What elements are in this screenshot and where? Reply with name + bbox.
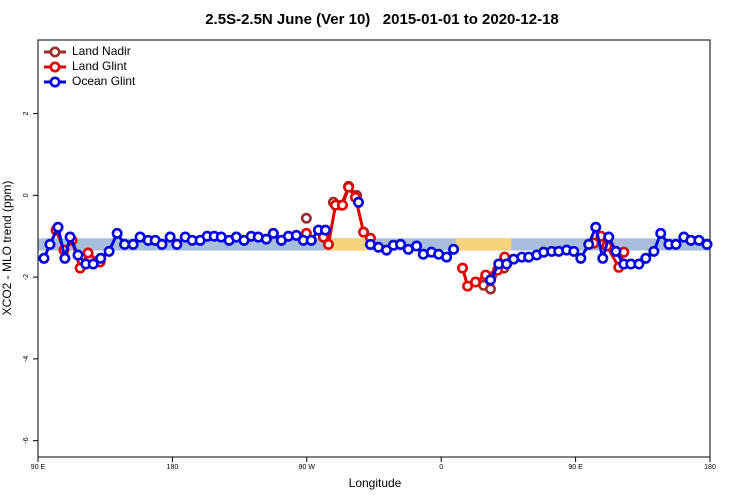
data-point [610,245,622,257]
legend-label: Land Nadir [72,44,131,58]
data-point [72,249,84,261]
data-point [164,231,176,243]
chart-title: 2.5S-2.5N June (Ver 10) 2015-01-01 to 20… [205,11,559,28]
data-point [633,258,645,270]
data-point [322,238,334,250]
data-point [462,280,474,292]
data-point [44,238,56,250]
data-point [457,262,469,274]
data-point [111,227,123,239]
data-point [352,196,364,208]
data-point [441,251,453,263]
data-point [119,238,131,250]
data-point [448,243,460,255]
x-axis-label: Longitude [349,476,402,490]
y-tick-label: 0 [23,193,30,197]
legend-marker [49,61,61,73]
data-point [267,227,279,239]
data-point [484,274,496,286]
legend-marker [49,46,61,58]
legend-label: Ocean Glint [72,74,136,88]
data-point [358,226,370,238]
data-point [59,252,71,264]
data-point [260,233,272,245]
x-tick-label: 180 [704,464,716,471]
legend-marker [49,76,61,88]
data-point [701,238,713,250]
data-point [583,238,595,250]
data-point [336,199,348,211]
data-point [171,238,183,250]
data-point [693,234,705,246]
y-axis-label: XCO2 - MLO trend (ppm) [0,181,14,316]
data-point [103,245,115,257]
data-point [411,240,423,252]
data-point [95,252,107,264]
data-point [38,252,50,264]
data-point [655,227,667,239]
x-tick-label: 90 W [299,464,316,471]
data-point [484,283,496,295]
land-band [324,238,372,251]
data-point [470,276,482,288]
data-point [82,247,94,259]
y-tick-label: -4 [23,356,30,362]
data-point [156,238,168,250]
data-point [603,231,615,243]
x-tick-label: 90 E [31,464,46,471]
data-point [597,252,609,264]
data-point [575,252,587,264]
data-point [300,212,312,224]
data-point [319,224,331,236]
y-tick-label: 2 [23,112,30,116]
data-point [127,238,139,250]
y-tick-label: -6 [23,437,30,443]
data-point [290,229,302,241]
data-point [590,221,602,233]
data-point [670,238,682,250]
x-tick-label: 90 E [568,464,583,471]
data-point [52,221,64,233]
land-band [456,238,512,251]
data-point [64,231,76,243]
data-point [648,245,660,257]
data-point [568,245,580,257]
x-tick-label: 0 [439,464,443,471]
y-tick-label: -2 [23,274,30,280]
data-point [343,181,355,193]
data-point [305,234,317,246]
data-point [381,244,393,256]
data-point [640,252,652,264]
legend-label: Land Glint [72,59,127,73]
data-point [501,258,513,270]
data-point [87,258,99,270]
x-tick-label: 180 [167,464,179,471]
data-point [395,238,407,250]
